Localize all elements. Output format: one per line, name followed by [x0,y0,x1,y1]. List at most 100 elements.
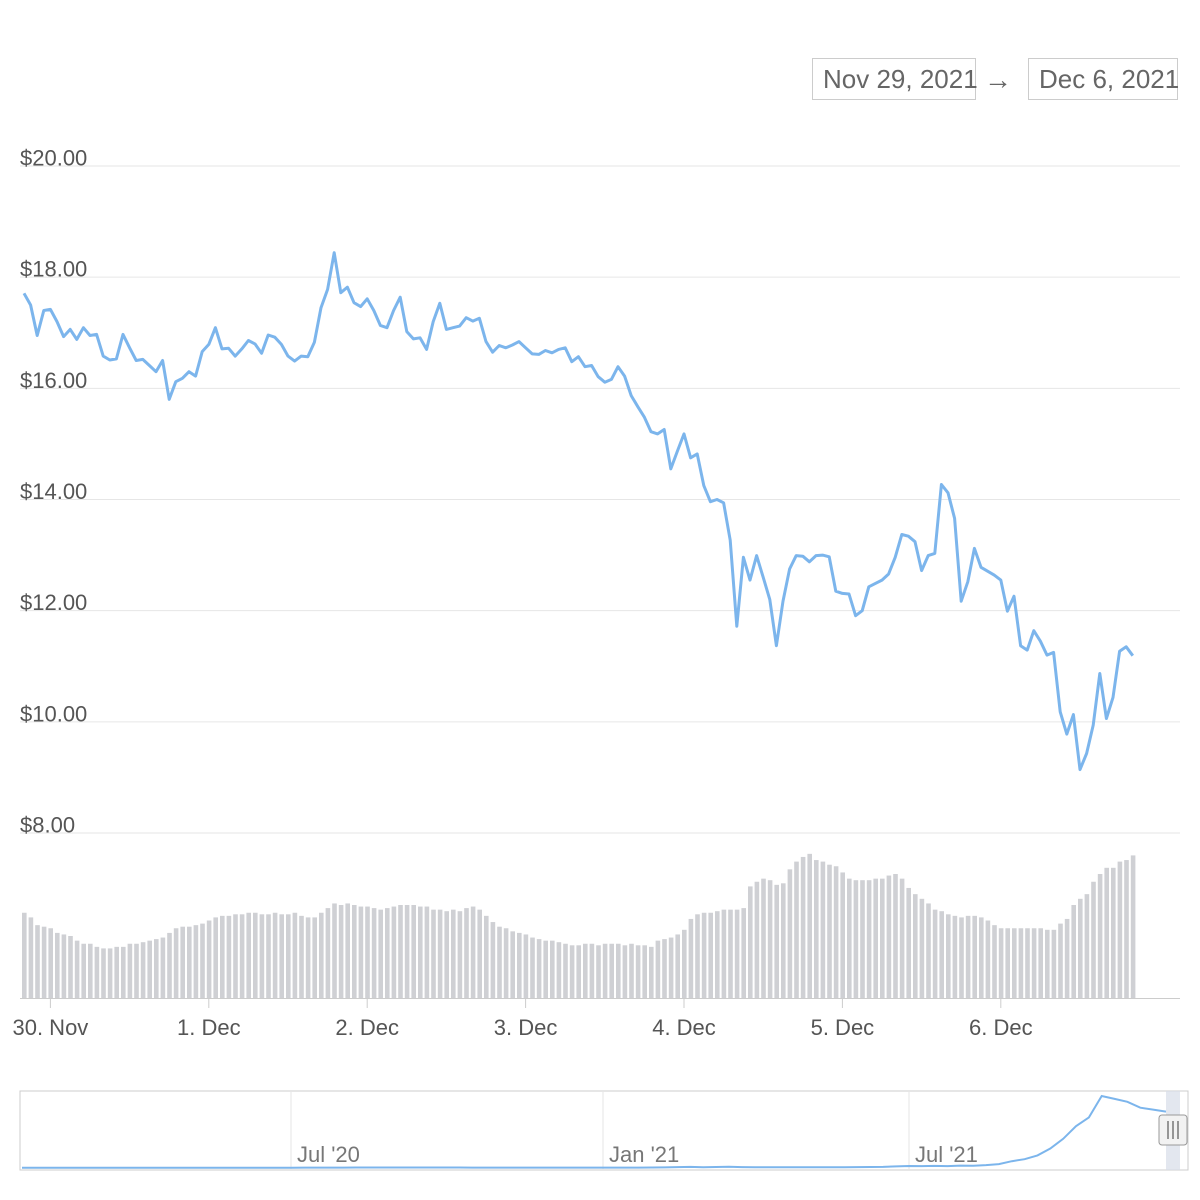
volume-bar [840,872,845,998]
volume-bar [147,940,152,998]
x-tick-label: 3. Dec [494,1015,558,1040]
volume-bar [154,939,159,998]
volume-bar [1025,928,1030,998]
volume-bar [556,942,562,998]
y-tick-label: $10.00 [20,701,87,726]
y-tick-label: $16.00 [20,368,87,393]
volume-bar [952,915,958,998]
volume-bar [206,920,212,998]
volume-bar [167,932,172,998]
volume-bar [127,943,133,998]
volume-bar [708,912,713,998]
volume-bar [213,917,218,998]
volume-bar [781,883,786,998]
volume-bar [761,878,766,998]
volume-bar [662,939,667,998]
volume-bar [728,909,733,998]
volume-bar [682,929,687,998]
volume-bar [1058,923,1063,998]
volume-bar [576,945,581,998]
volume-bar [774,884,779,998]
range-from-input[interactable]: Nov 29, 2021 [812,58,978,100]
volume-bar [655,940,661,998]
volume-bar [338,905,344,998]
volume-bar [675,934,680,998]
range-arrow: → [984,64,1012,95]
volume-bar [939,911,944,998]
volume-bar [484,915,489,998]
volume-bar [853,880,859,998]
volume-bar [299,915,304,998]
volume-bar [81,943,86,998]
volume-bar [345,903,350,998]
volume-bar [1038,928,1043,998]
volume-bar [946,914,951,998]
volume-bar [873,878,878,998]
volume-bar [932,909,938,998]
volume-bar [114,946,119,998]
volume-bar [266,914,271,998]
volume-bar [1051,929,1057,998]
volume-bar [431,909,436,998]
volume-bar [523,934,529,998]
volume-bar [589,943,595,998]
volume-bar [517,932,522,998]
volume-bar [596,945,601,998]
volume-bar [68,936,73,998]
volume-bar [550,940,555,998]
volume-bar [616,943,621,998]
volume-bar [622,945,628,998]
volume-bar [1012,928,1017,998]
volume-bar [88,943,93,998]
volume-bar [715,911,720,998]
volume-bar [140,942,146,998]
volume-bar [437,909,443,998]
volume-bar [609,943,614,998]
volume-bar [444,911,449,998]
volume-bar [286,914,291,998]
volume-bar [695,914,700,998]
y-tick-label: $12.00 [20,590,87,615]
volume-bar [972,915,977,998]
volume-bar [378,909,383,998]
navigator[interactable]: Jul '20 Jan '21 Jul '21 [19,1090,1189,1171]
volume-bar [748,886,753,998]
volume-bar [385,908,390,998]
volume-bar [833,866,839,998]
volume-bar [1097,874,1103,998]
volume-bar [279,914,284,998]
x-tick-label: 2. Dec [335,1015,399,1040]
volume-bar [886,875,892,998]
volume-bar [391,906,397,998]
volume-bar [998,928,1004,998]
volume-bar [193,925,199,998]
volume-bar [358,906,364,998]
volume-bar [365,906,370,998]
volume-bar [424,906,430,998]
volume-bar [787,869,793,998]
volume-bar [319,912,324,998]
volume-bar [820,861,826,998]
volume-bar [477,909,482,998]
volume-bar [259,914,265,998]
volume-bar [74,940,80,998]
range-to-input[interactable]: Dec 6, 2021 [1028,58,1179,100]
volume-bar [629,943,634,998]
volume-bar [794,861,799,998]
volume-bar [1117,861,1123,998]
volume-bar [200,923,205,998]
volume-bar [635,945,641,998]
volume-bar [642,945,647,998]
volume-bar [352,905,357,998]
volume-bar [1005,928,1010,998]
volume-bar [530,937,535,998]
volume-bar [292,912,298,998]
volume-bar [1018,928,1024,998]
volume-bar [22,912,27,998]
y-tick-label: $14.00 [20,479,87,504]
volume-bar [926,903,931,998]
volume-bar [807,853,812,998]
volume-bar [992,925,997,998]
volume-bar [847,878,852,998]
